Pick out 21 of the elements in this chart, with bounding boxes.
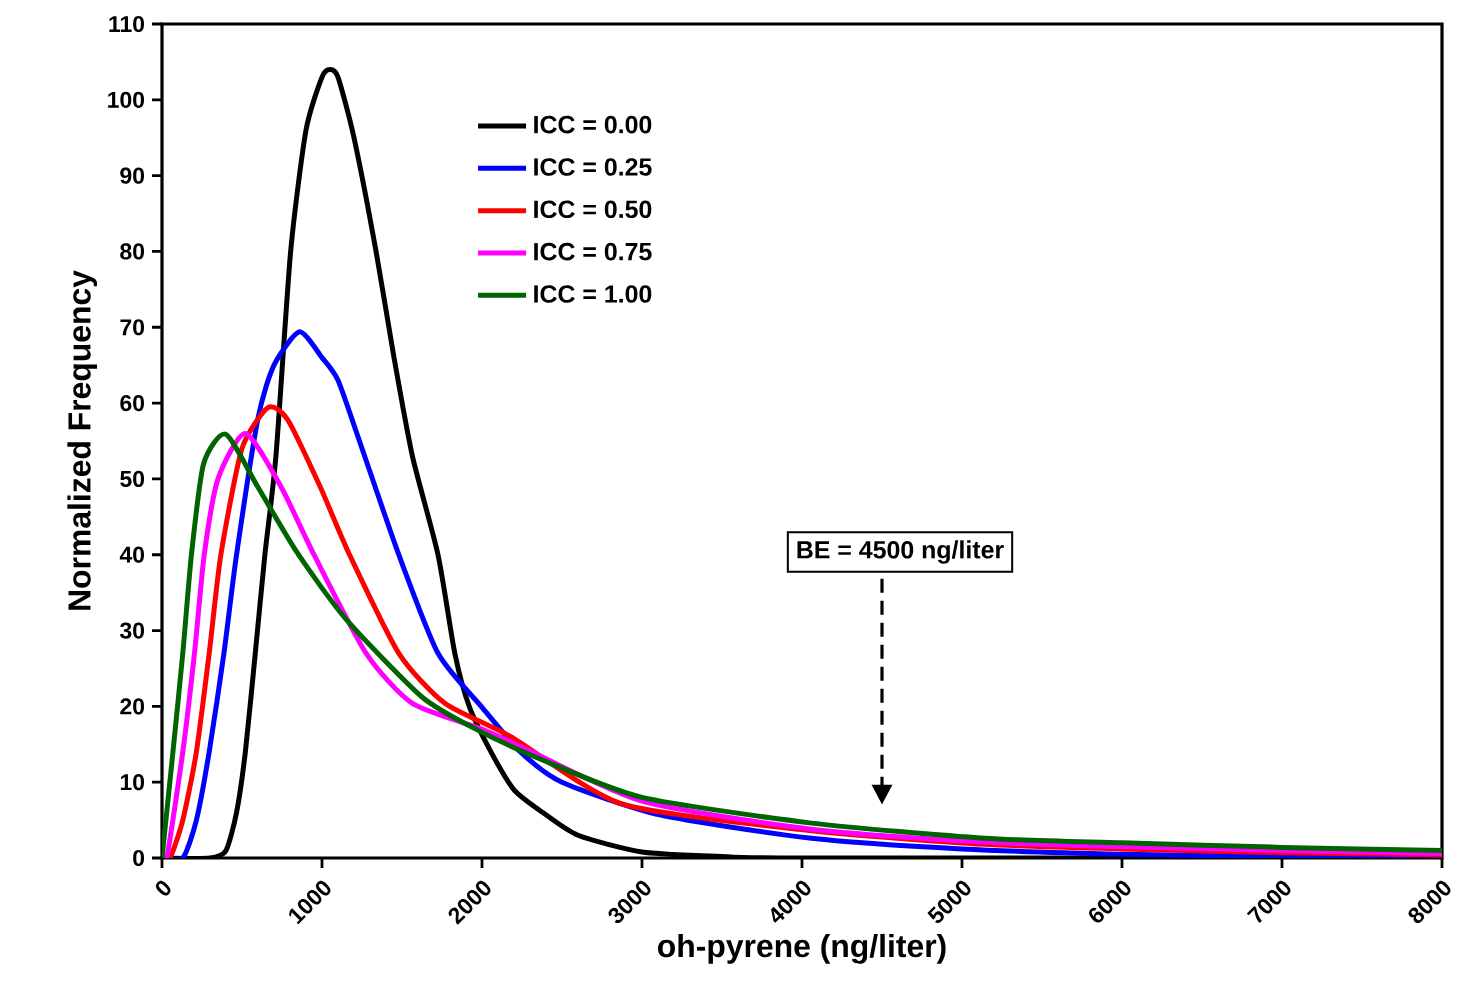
y-tick-label: 110 [109,15,145,33]
legend-label: ICC = 0.50 [534,200,652,219]
y-tick-label: 100 [108,91,145,108]
y-tick-label: 0 [133,849,145,867]
y-tick-label: 10 [120,774,145,791]
y-tick-label: 80 [120,243,145,260]
x-tick-label: 0 [155,880,171,896]
legend-label: ICC = 0.25 [534,158,652,176]
legend-label: ICC = 0.75 [534,242,652,261]
y-tick-label: 60 [120,394,145,412]
y-axis-title: Normalized Frequency [67,270,98,610]
legend-label: ICC = 0.00 [534,115,652,134]
y-tick-label: 70 [120,319,145,336]
x-axis-title: oh-pyrene (ng/liter) [658,933,946,964]
legend-label: ICC = 1.00 [534,285,652,303]
y-tick-label: 90 [120,167,145,184]
y-tick-label: 20 [120,698,145,715]
y-tick-label: 30 [120,622,145,639]
annotation: BE = 4500 ng/liter [797,540,1004,564]
y-tick-label: 40 [119,546,145,563]
y-tick-label: 50 [120,470,145,488]
